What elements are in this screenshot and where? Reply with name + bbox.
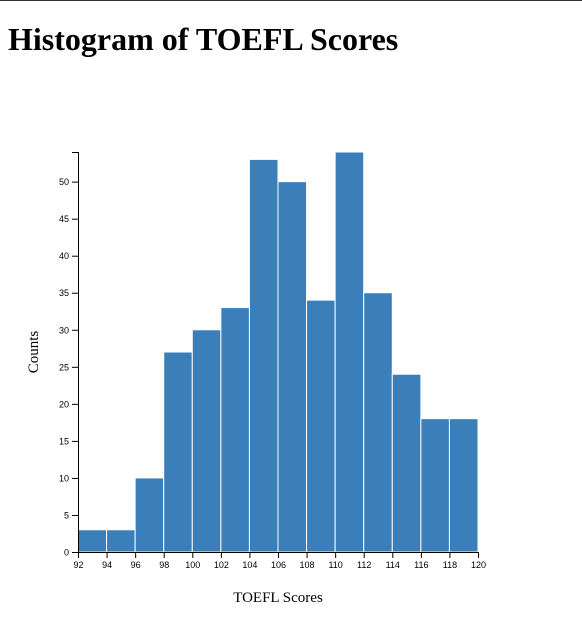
x-tick-label: 102 [214, 560, 229, 570]
histogram-bar-92-94 [77, 529, 108, 553]
histogram-bar-114-116 [391, 373, 422, 553]
x-tick-label: 98 [159, 560, 169, 570]
histogram-bar-94-96 [106, 529, 136, 553]
histogram-bar-102-104 [220, 307, 250, 553]
x-tick-label: 100 [185, 560, 200, 570]
y-tick-label: 10 [59, 473, 69, 483]
y-tick-label: 40 [59, 251, 69, 261]
y-tick-label: 0 [64, 548, 69, 558]
histogram-bar-110-112 [334, 151, 365, 553]
x-tick-label: 106 [271, 560, 286, 570]
page-title: Histogram of TOEFL Scores [8, 21, 399, 57]
y-axis-line [72, 152, 79, 553]
histogram-bar-96-98 [134, 477, 165, 553]
y-tick-label: 35 [59, 288, 69, 298]
x-tick-label: 118 [443, 560, 457, 570]
y-tick-label: 30 [59, 325, 69, 335]
histogram-bar-108-110 [306, 299, 336, 553]
y-axis-title: Counts [26, 331, 42, 374]
x-tick-label: 92 [73, 560, 83, 570]
histogram-bar-98-100 [163, 351, 193, 553]
x-tick-label: 110 [328, 560, 342, 570]
x-tick-label: 96 [131, 560, 141, 570]
histogram-bar-118-120 [448, 418, 479, 553]
top-divider [0, 0, 582, 1]
x-axis: 92 94 96 98 100 102 104 106 108 110 112 114 116 118 12… [73, 552, 486, 570]
histogram-bar-104-106 [248, 158, 279, 553]
x-tick-label: 114 [386, 560, 400, 570]
y-tick-label: 20 [59, 399, 69, 409]
histogram-bar-112-114 [363, 292, 393, 553]
y-tick-label: 50 [59, 177, 69, 187]
histogram-bar-106-108 [277, 181, 308, 553]
x-tick-label: 108 [300, 560, 315, 570]
x-tick-label: 116 [414, 560, 428, 570]
x-tick-label: 104 [242, 560, 257, 570]
x-tick-label: 120 [471, 560, 486, 570]
histogram-bar-100-102 [191, 329, 222, 553]
x-tick-label: 112 [357, 560, 371, 570]
histogram-bar-116-118 [420, 418, 450, 553]
y-tick-label: 15 [59, 436, 69, 446]
y-axis: 0 5 10 15 20 25 30 35 40 45 50 [59, 152, 79, 558]
y-tick-label: 25 [59, 362, 69, 372]
x-axis-title: TOEFL Scores [233, 590, 323, 606]
x-tick-label: 94 [102, 560, 112, 570]
y-tick-label: 5 [64, 510, 69, 520]
bars-group [77, 151, 479, 553]
y-tick-label: 45 [59, 214, 69, 224]
